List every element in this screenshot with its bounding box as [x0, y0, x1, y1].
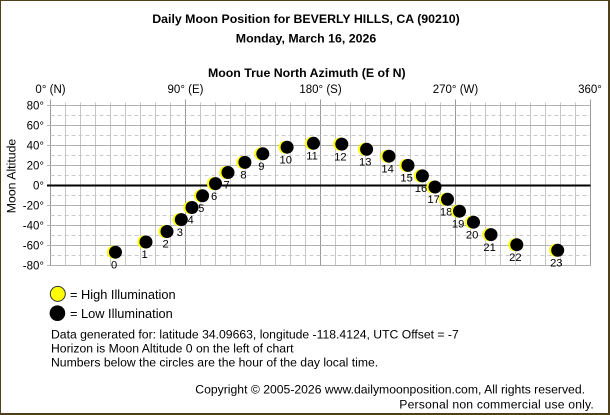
svg-text:Moon Altitude: Moon Altitude: [5, 139, 19, 214]
svg-text:Horizon is Moon Altitude 0 on: Horizon is Moon Altitude 0 on the left o…: [51, 342, 294, 356]
svg-text:= High Illumination: = High Illumination: [70, 287, 176, 302]
svg-text:5: 5: [198, 203, 204, 215]
svg-text:0: 0: [111, 259, 117, 271]
svg-text:Copyright © 2005-2026 www.dail: Copyright © 2005-2026 www.dailymoonposit…: [195, 383, 585, 397]
svg-text:6: 6: [211, 191, 217, 203]
svg-text:19: 19: [452, 218, 464, 230]
svg-text:22: 22: [509, 252, 521, 264]
svg-text:20°: 20°: [27, 161, 44, 173]
svg-text:12: 12: [334, 151, 346, 163]
svg-text:18: 18: [440, 207, 452, 219]
svg-text:Monday, March 16, 2026: Monday, March 16, 2026: [236, 32, 377, 46]
svg-text:80°: 80°: [27, 101, 44, 113]
svg-text:10: 10: [279, 154, 291, 166]
svg-text:0° (N): 0° (N): [35, 84, 65, 96]
svg-text:8: 8: [240, 170, 246, 182]
svg-text:14: 14: [381, 163, 393, 175]
svg-text:180° (S): 180° (S): [299, 84, 341, 96]
svg-text:7: 7: [223, 180, 229, 192]
svg-text:40°: 40°: [27, 141, 44, 153]
svg-text:21: 21: [483, 242, 495, 254]
svg-text:-20°: -20°: [23, 201, 44, 213]
svg-text:4: 4: [187, 215, 193, 227]
svg-text:3: 3: [177, 227, 183, 239]
svg-text:-60°: -60°: [23, 241, 44, 253]
svg-text:11: 11: [306, 151, 318, 163]
svg-text:0°: 0°: [33, 181, 44, 193]
svg-text:17: 17: [427, 194, 439, 206]
svg-text:16: 16: [415, 183, 427, 195]
svg-text:Numbers below the circles are: Numbers below the circles are the hour o…: [51, 356, 378, 370]
svg-text:60°: 60°: [27, 121, 44, 133]
svg-text:15: 15: [400, 173, 412, 185]
svg-text:Personal non commercial use on: Personal non commercial use only.: [399, 398, 594, 412]
svg-text:= Low Illumination: = Low Illumination: [70, 306, 173, 321]
svg-text:-40°: -40°: [23, 221, 44, 233]
svg-text:Data generated for: latitude 3: Data generated for: latitude 34.09663, l…: [51, 328, 459, 342]
svg-text:23: 23: [550, 258, 562, 270]
svg-text:20: 20: [466, 229, 478, 241]
svg-text:270° (W): 270° (W): [433, 84, 479, 96]
svg-text:13: 13: [359, 157, 371, 169]
svg-text:90° (E): 90° (E): [168, 84, 204, 96]
svg-text:360°: 360°: [578, 84, 602, 96]
svg-text:2: 2: [162, 239, 168, 251]
svg-text:9: 9: [258, 161, 264, 173]
svg-text:-80°: -80°: [23, 261, 44, 273]
svg-text:Daily Moon Position for BEVERL: Daily Moon Position for BEVERLY HILLS, C…: [152, 12, 460, 26]
svg-text:1: 1: [141, 249, 147, 261]
svg-text:Moon True North Azimuth (E of: Moon True North Azimuth (E of N): [208, 66, 406, 80]
